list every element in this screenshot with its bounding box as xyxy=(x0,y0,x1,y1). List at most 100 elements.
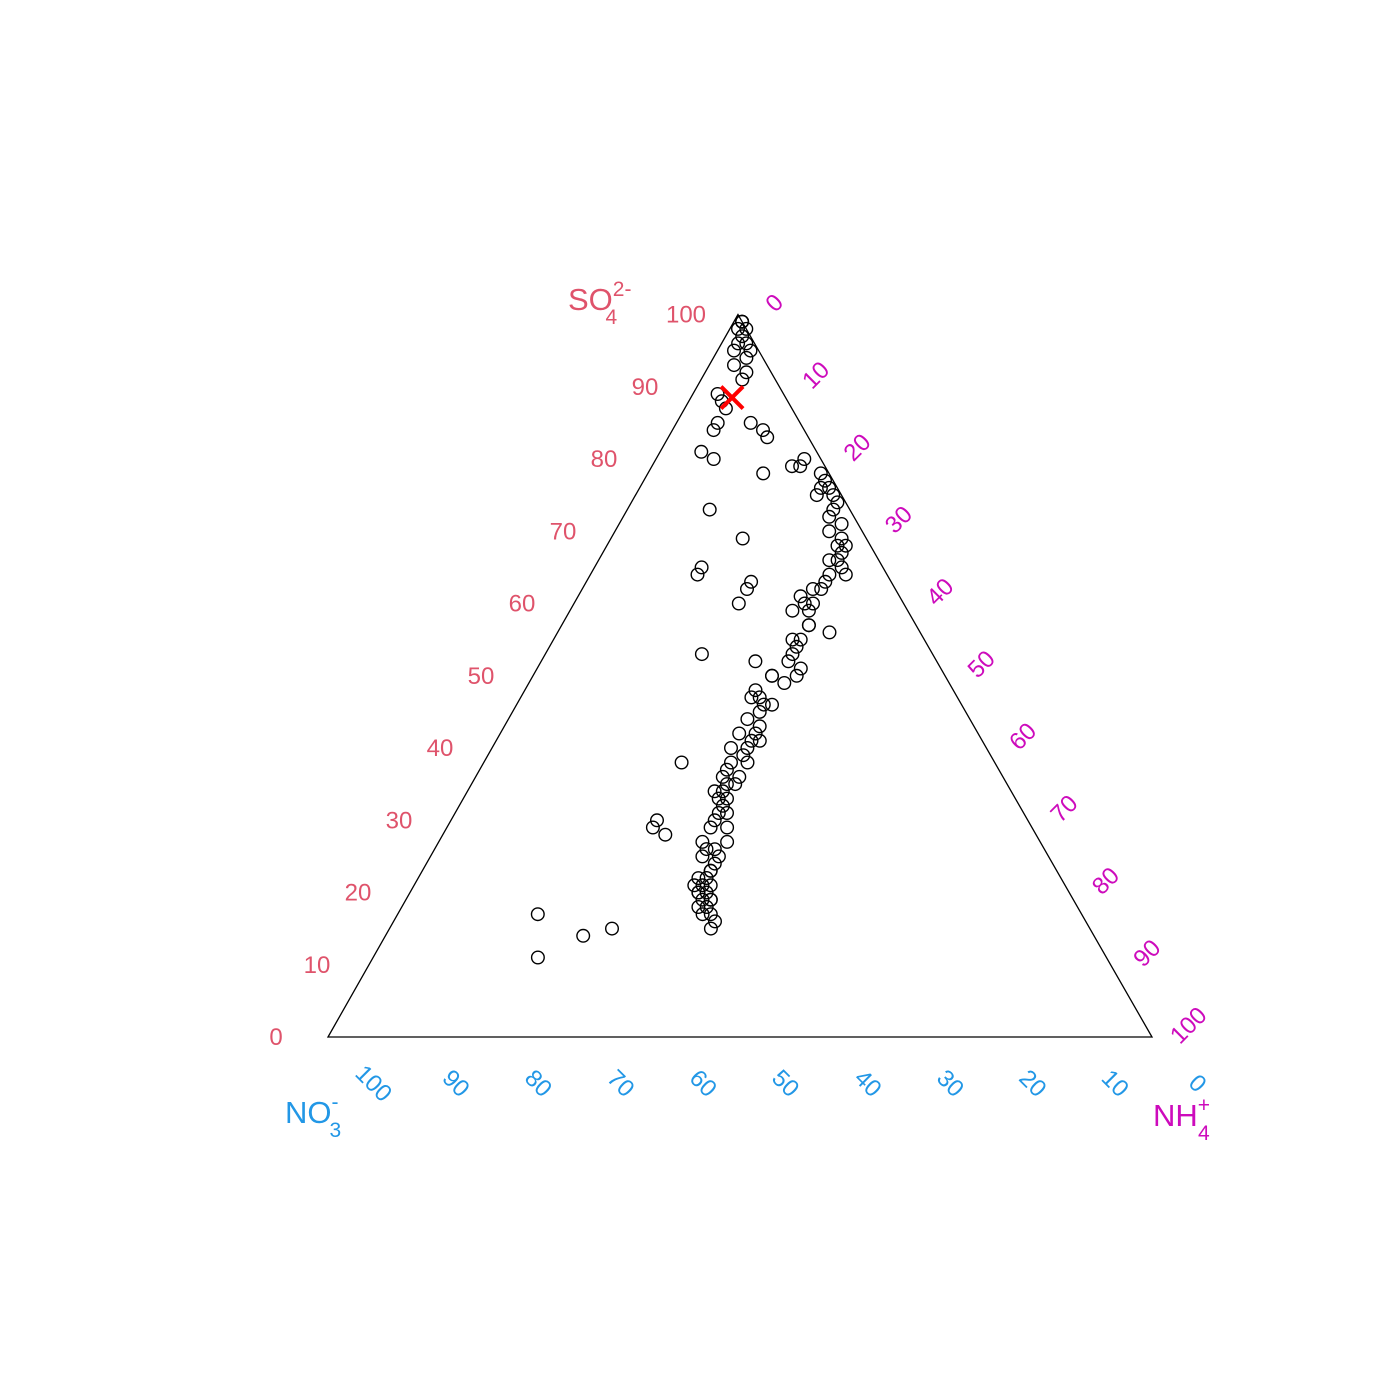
no3-tick-label: 40 xyxy=(849,1065,887,1103)
data-point xyxy=(818,574,833,589)
data-point xyxy=(724,755,739,770)
nh4-tick-label: 20 xyxy=(839,429,877,467)
data-point xyxy=(785,603,800,618)
data-point xyxy=(793,661,808,676)
data-point xyxy=(699,842,714,857)
data-point xyxy=(695,849,710,864)
data-point xyxy=(695,878,710,893)
so4-tick-label: 50 xyxy=(468,663,495,690)
nh4-tick-label: 70 xyxy=(1046,790,1084,828)
data-point xyxy=(699,885,714,900)
no3-tick-label: 100 xyxy=(350,1060,397,1107)
data-point xyxy=(748,683,763,698)
data-point xyxy=(728,777,743,792)
data-point xyxy=(765,668,780,683)
so4-tick-label: 30 xyxy=(386,807,413,834)
data-point xyxy=(707,813,722,828)
data-point xyxy=(830,495,845,510)
data-point xyxy=(719,762,734,777)
data-point xyxy=(785,632,800,647)
data-point xyxy=(735,314,750,329)
data-point xyxy=(715,769,730,784)
data-point xyxy=(739,350,754,365)
highlight-marker xyxy=(719,385,745,411)
data-point xyxy=(740,741,755,756)
data-point xyxy=(650,813,665,828)
no3-tick-label: 50 xyxy=(766,1065,804,1103)
so4-axis-label: SO2-4 xyxy=(568,278,631,329)
so4-tick-label: 70 xyxy=(550,518,577,545)
ternary-frame xyxy=(326,313,1154,1038)
so4-tick-label: 80 xyxy=(591,446,618,473)
data-point xyxy=(756,697,771,712)
data-point xyxy=(711,791,726,806)
data-point xyxy=(674,755,689,770)
no3-axis-label: NO-3 xyxy=(285,1091,341,1142)
data-point xyxy=(781,654,796,669)
data-point xyxy=(691,871,706,886)
data-point xyxy=(720,820,735,835)
data-point xyxy=(834,531,849,546)
data-point xyxy=(822,567,837,582)
data-point xyxy=(756,466,771,481)
data-point xyxy=(724,741,739,756)
data-point xyxy=(789,639,804,654)
nh4-tick-label: 40 xyxy=(921,573,959,611)
data-point xyxy=(731,336,746,351)
data-point xyxy=(530,950,545,965)
data-point xyxy=(715,784,730,799)
data-point xyxy=(806,596,821,611)
data-points xyxy=(530,314,853,965)
data-point xyxy=(731,596,746,611)
data-point xyxy=(719,777,734,792)
nh4-axis-label: NH+ 4 xyxy=(1153,1094,1210,1145)
data-point xyxy=(834,545,849,560)
highlight-mark xyxy=(719,385,745,411)
data-point xyxy=(720,806,735,821)
data-point xyxy=(576,928,591,943)
data-point xyxy=(777,676,792,691)
data-point xyxy=(826,502,841,517)
data-point xyxy=(732,726,747,741)
data-point xyxy=(818,473,833,488)
data-point xyxy=(706,423,721,438)
so4-tick-label: 10 xyxy=(304,952,331,979)
data-point xyxy=(838,538,853,553)
data-point xyxy=(707,842,722,857)
data-point xyxy=(801,603,816,618)
no3-tick-label: 60 xyxy=(684,1065,722,1103)
data-point xyxy=(645,820,660,835)
data-point xyxy=(793,632,808,647)
data-point xyxy=(834,517,849,532)
data-point xyxy=(695,892,710,907)
data-point xyxy=(752,719,767,734)
data-point xyxy=(735,372,750,387)
data-point xyxy=(691,885,706,900)
nh4-tick-label: 90 xyxy=(1128,934,1166,972)
data-point xyxy=(694,647,709,662)
data-point xyxy=(691,900,706,915)
data-point xyxy=(703,892,718,907)
data-point xyxy=(710,415,725,430)
data-point xyxy=(605,921,620,936)
data-point xyxy=(720,791,735,806)
nh4-tick-label: 30 xyxy=(880,501,918,539)
data-point xyxy=(739,336,754,351)
data-point xyxy=(703,921,718,936)
data-point xyxy=(826,488,841,503)
data-point xyxy=(797,596,812,611)
data-point xyxy=(695,834,710,849)
data-point xyxy=(694,560,709,575)
data-point xyxy=(785,647,800,662)
so4-tick-label: 90 xyxy=(632,374,659,401)
data-point xyxy=(739,321,754,336)
data-point xyxy=(658,827,673,842)
data-point xyxy=(752,704,767,719)
data-point xyxy=(743,343,758,358)
data-point xyxy=(813,466,828,481)
data-point xyxy=(801,618,816,633)
data-point xyxy=(530,907,545,922)
data-point xyxy=(760,430,775,445)
